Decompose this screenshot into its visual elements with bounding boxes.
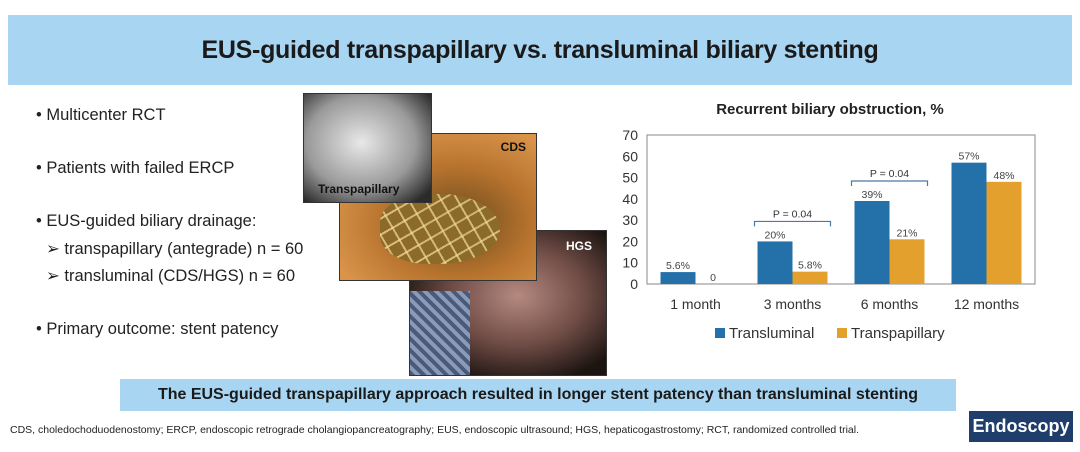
y-tick-label: 70 [622, 127, 638, 143]
transpapillary-label: Transpapillary [318, 182, 400, 196]
x-tick-label: 3 months [764, 296, 822, 312]
bullet-transpapillary: ➢ transpapillary (antegrade) n = 60 [46, 240, 304, 258]
significance-bracket [850, 180, 929, 186]
legend-swatch [837, 328, 847, 338]
hgs-label: HGS [565, 239, 592, 253]
legend-label: Transluminal [729, 325, 814, 342]
bullet-drainage: • EUS-guided biliary drainage: [36, 212, 257, 230]
x-tick-label: 1 month [670, 296, 721, 312]
y-tick-label: 40 [622, 191, 638, 207]
chart-title: Recurrent biliary obstruction, % [716, 101, 944, 118]
y-tick-label: 20 [622, 233, 638, 249]
bar-transluminal [854, 200, 890, 284]
data-label: 0 [710, 272, 716, 284]
x-tick-label: 12 months [954, 296, 1019, 312]
y-tick-label: 60 [622, 148, 638, 164]
legend-swatch [715, 328, 725, 338]
data-label: 39% [861, 189, 882, 201]
x-tick-label: 6 months [861, 296, 919, 312]
bar-transpapillary [986, 181, 1022, 284]
data-label: 5.6% [666, 260, 690, 272]
data-label: 57% [958, 151, 979, 163]
bullet-patients: • Patients with failed ERCP [36, 159, 235, 177]
data-label: 5.8% [798, 260, 822, 272]
bar-transpapillary [792, 271, 828, 284]
y-tick-label: 50 [622, 170, 638, 186]
p-value-label: P = 0.04 [773, 208, 812, 220]
bullet-outcome: • Primary outcome: stent patency [36, 320, 279, 338]
page-title: EUS-guided transpapillary vs. translumin… [201, 35, 879, 64]
bar-transluminal [757, 241, 793, 284]
cds-label: CDS [500, 140, 526, 154]
bullet-design: • Multicenter RCT [36, 106, 166, 124]
title-banner: EUS-guided transpapillary vs. translumin… [8, 15, 1072, 85]
legend-label: Transpapillary [851, 325, 945, 342]
bar-chart: Recurrent biliary obstruction, % 0 10 20 30… [622, 101, 1036, 342]
transpapillary-image: Transpapillary [303, 93, 432, 203]
bullet-transluminal: ➢ transluminal (CDS/HGS) n = 60 [46, 267, 296, 285]
p-value-label: P = 0.04 [870, 168, 909, 180]
bar-transluminal [951, 162, 987, 284]
bar-transpapillary [889, 239, 925, 284]
journal-logo: Endoscopy [969, 411, 1073, 442]
y-tick-label: 0 [630, 276, 638, 292]
plot-area [646, 134, 1036, 285]
y-tick-label: 30 [622, 212, 638, 228]
conclusion-banner: The EUS-guided transpapillary approach r… [120, 379, 956, 411]
data-label: 48% [993, 170, 1014, 182]
bar-transluminal [660, 272, 696, 284]
y-tick-label: 10 [622, 255, 638, 271]
significance-bracket [753, 220, 832, 227]
data-label: 21% [896, 227, 917, 239]
footnote: CDS, choledochoduodenostomy; ERCP, endos… [10, 424, 860, 436]
data-label: 20% [764, 229, 785, 241]
